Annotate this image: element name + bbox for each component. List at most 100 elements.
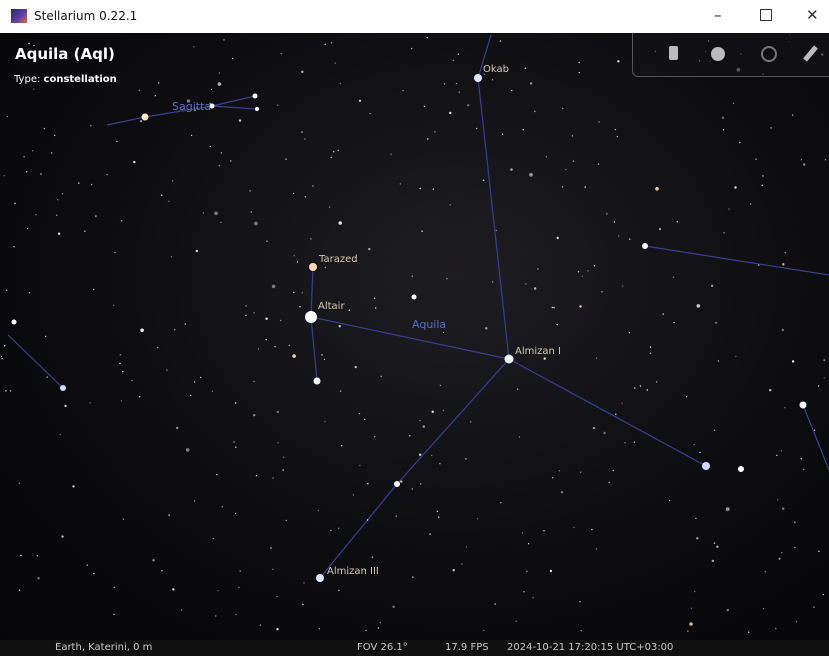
faint-star [364, 419, 365, 420]
star[interactable] [702, 462, 710, 470]
faint-star [467, 104, 469, 106]
faint-star [277, 411, 279, 413]
faint-star [419, 454, 421, 456]
faint-star [253, 312, 254, 313]
star[interactable] [642, 243, 648, 249]
star[interactable] [316, 574, 324, 582]
faint-star [33, 89, 34, 90]
star-label: Altair [318, 301, 345, 312]
faint-star [579, 305, 581, 307]
faint-star [276, 628, 278, 630]
close-button[interactable]: ✕ [806, 6, 819, 24]
faint-star [622, 285, 623, 286]
faint-star [617, 60, 619, 62]
faint-star [814, 430, 815, 431]
star[interactable] [142, 114, 149, 121]
faint-star [438, 517, 439, 518]
faint-star [529, 173, 533, 177]
background-stars [1, 34, 826, 633]
faint-star [245, 315, 246, 316]
faint-star [781, 552, 782, 553]
star[interactable] [505, 355, 514, 364]
faint-star [272, 569, 273, 570]
faint-star [396, 516, 397, 517]
star[interactable] [309, 263, 317, 271]
faint-star [431, 455, 432, 456]
faint-star [782, 263, 784, 265]
faint-star [618, 235, 619, 236]
window-title: Stellarium 0.22.1 [34, 9, 137, 23]
faint-star [254, 222, 258, 226]
faint-star [365, 630, 366, 631]
faint-star [19, 590, 20, 591]
faint-star [781, 450, 782, 451]
faint-star [292, 354, 296, 358]
faint-star [734, 186, 736, 188]
toolbar-button[interactable] [669, 46, 678, 60]
faint-star [338, 528, 339, 529]
star[interactable] [738, 466, 744, 472]
sky-view[interactable]: Sagitta Okab Tarazed Altair Aquila Almiz… [0, 33, 829, 640]
faint-star [446, 278, 447, 279]
toolbar-button[interactable] [711, 47, 725, 61]
faint-star [443, 332, 444, 333]
faint-star [131, 380, 132, 381]
faint-star [253, 414, 255, 416]
faint-star [374, 436, 375, 437]
faint-star [235, 614, 236, 615]
fov: FOV 26.1° [357, 642, 408, 653]
faint-star [525, 68, 526, 69]
faint-star [353, 494, 354, 495]
faint-star [372, 557, 373, 558]
faint-star [32, 150, 33, 151]
faint-star [582, 276, 583, 277]
faint-star [697, 304, 701, 308]
location: Earth, Katerini, 0 m [55, 642, 152, 653]
faint-star [212, 391, 213, 392]
faint-star [578, 271, 579, 272]
faint-star [61, 535, 63, 537]
toolbar-button[interactable] [803, 45, 818, 61]
faint-star [553, 307, 554, 308]
faint-star [166, 369, 167, 370]
toolbar-button[interactable] [761, 46, 777, 62]
star[interactable] [474, 74, 482, 82]
faint-star [427, 37, 428, 38]
star[interactable] [12, 320, 17, 325]
faint-star [534, 287, 536, 289]
faint-star [813, 606, 814, 607]
star[interactable] [305, 311, 317, 323]
faint-star [565, 169, 566, 170]
star[interactable] [394, 481, 400, 487]
star[interactable] [255, 107, 259, 111]
star[interactable] [314, 378, 321, 385]
faint-star [318, 510, 319, 511]
star[interactable] [412, 295, 417, 300]
star[interactable] [800, 402, 807, 409]
faint-star [750, 203, 751, 204]
star[interactable] [253, 94, 258, 99]
object-name: Aquila (Aql) [15, 45, 115, 63]
faint-star [663, 313, 664, 314]
faint-star [723, 232, 724, 233]
faint-star [522, 532, 523, 533]
faint-star [794, 547, 795, 548]
faint-star [210, 146, 211, 147]
faint-star [57, 199, 58, 200]
maximize-button[interactable] [760, 9, 772, 21]
faint-star [277, 442, 278, 443]
toolbar [632, 33, 829, 77]
faint-star [95, 215, 96, 216]
faint-star [728, 208, 729, 209]
faint-star [285, 158, 286, 159]
faint-star [726, 507, 730, 511]
faint-star [181, 609, 182, 610]
fps: 17.9 FPS [445, 642, 489, 653]
star-labels: Sagitta Okab Tarazed Altair Aquila Almiz… [172, 64, 561, 577]
faint-star [310, 238, 311, 239]
faint-star [26, 171, 27, 172]
faint-star [562, 108, 563, 109]
star[interactable] [60, 385, 66, 391]
minimize-button[interactable]: – [714, 6, 722, 24]
faint-star [476, 128, 477, 129]
